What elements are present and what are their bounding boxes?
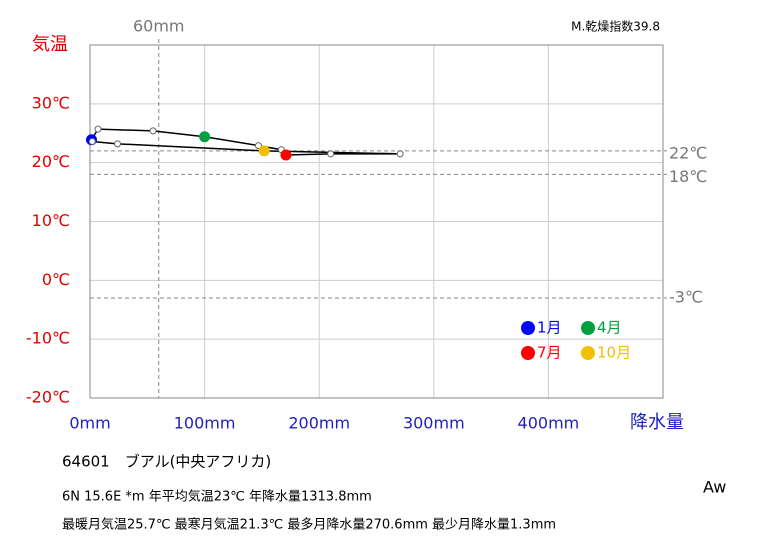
x-axis-label: 降水量 <box>630 412 684 433</box>
info-line: 最暖月気温25.7℃ 最寒月気温21.3℃ 最多月降水量270.6mm 最少月降… <box>62 517 556 533</box>
reference-label: 22℃ <box>669 143 707 162</box>
x-tick-label: 200mm <box>288 414 350 433</box>
reference-label: 60mm <box>133 17 185 36</box>
x-tick-label: 100mm <box>174 414 236 433</box>
month-point <box>396 150 404 158</box>
legend-label: 10月 <box>597 344 631 362</box>
legend-marker <box>581 346 595 360</box>
month-point <box>327 150 335 158</box>
legend-marker <box>521 346 535 360</box>
y-tick-label: 20℃ <box>32 152 70 171</box>
legend-label: 4月 <box>597 319 622 337</box>
month-point <box>114 140 122 148</box>
dryness-index: M.乾燥指数39.8 <box>571 19 660 34</box>
month-point <box>199 131 211 143</box>
y-tick-label: 0℃ <box>42 270 70 289</box>
month-point <box>88 137 96 145</box>
month-point <box>94 125 102 133</box>
y-tick-label: 10℃ <box>32 211 70 230</box>
month-point <box>280 149 292 161</box>
reference-label: 18℃ <box>669 167 707 186</box>
x-tick-label: 0mm <box>69 414 110 433</box>
y-tick-label: -10℃ <box>26 329 70 348</box>
y-tick-label: -20℃ <box>26 388 70 407</box>
station: 64601 ブアル(中央アフリカ) <box>62 453 271 471</box>
y-axis-label: 気温 <box>32 34 68 55</box>
month-point <box>258 145 270 157</box>
month-point <box>149 127 157 135</box>
legend-marker <box>521 321 535 335</box>
legend-label: 7月 <box>537 344 562 362</box>
climate-class: Aw <box>703 478 726 497</box>
x-tick-label: 400mm <box>518 414 580 433</box>
reference-label: -3℃ <box>669 287 703 306</box>
x-tick-label: 300mm <box>403 414 465 433</box>
legend-marker <box>581 321 595 335</box>
month-point <box>254 142 262 150</box>
info-line: 6N 15.6E *m 年平均気温23℃ 年降水量1313.8mm <box>62 489 372 505</box>
plot-border <box>89 44 664 399</box>
legend-label: 1月 <box>537 319 562 337</box>
y-tick-label: 30℃ <box>32 93 70 112</box>
